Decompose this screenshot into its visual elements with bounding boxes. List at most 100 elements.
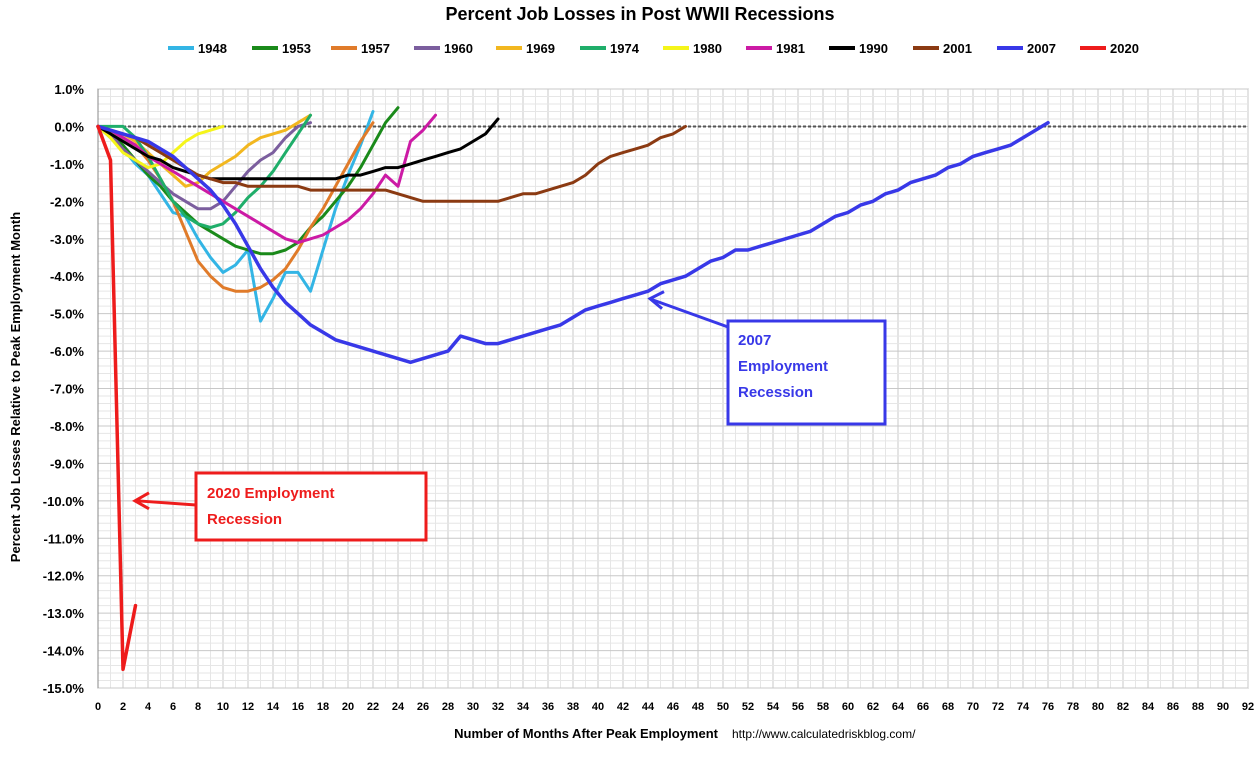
x-tick-label: 54 [767,701,780,713]
x-axis-ticks: 0 2 4 6 8 10 12 14 16 18 20 22 24 26 28 30 32 34 36 38 40 42 4… [95,701,1254,713]
annotation-arrow-2020 [136,499,197,507]
x-tick-label: 4 [145,701,152,713]
y-tick-label: -12.0% [43,569,85,584]
x-tick-label: 8 [195,701,201,713]
x-tick-label: 62 [867,701,879,713]
annotation-text-2007: Employment [738,358,828,375]
x-tick-label: 92 [1242,701,1254,713]
series-line-1990 [96,117,500,181]
y-tick-label: -11.0% [44,531,85,546]
y-tick-label: 1.0% [54,82,84,97]
x-tick-label: 74 [1017,701,1030,713]
y-tick-label: -5.0% [50,307,84,322]
legend-label-1969: 1969 [526,41,555,56]
legend-label-1980: 1980 [693,41,722,56]
x-tick-label: 6 [170,701,176,713]
x-tick-label: 52 [742,701,754,713]
series-lines [96,106,1050,672]
y-tick-label: -9.0% [50,456,84,471]
annotation-arrowhead-2020 [131,491,150,511]
x-tick-label: 42 [617,701,629,713]
legend-label-1948: 1948 [198,41,227,56]
x-tick-label: 2 [120,701,126,713]
y-tick-label: -4.0% [50,269,84,284]
x-tick-label: 18 [317,701,329,713]
chart-title: Percent Job Losses in Post WWII Recessio… [445,4,834,24]
x-tick-label: 34 [517,701,530,713]
x-tick-label: 82 [1117,701,1129,713]
series-line-2001 [96,124,687,203]
legend-label-1960: 1960 [444,41,473,56]
y-axis-title: Percent Job Losses Relative to Peak Empl… [8,212,23,562]
x-tick-label: 12 [242,701,254,713]
legend-label-2001: 2001 [943,41,972,56]
x-tick-label: 48 [692,701,704,713]
legend-label-1981: 1981 [776,41,805,56]
legend-label-2007: 2007 [1027,41,1056,56]
annotation-text-2020: Recession [207,511,282,528]
x-tick-label: 28 [442,701,454,713]
x-axis-title: Number of Months After Peak Employment [454,726,719,741]
x-tick-label: 66 [917,701,929,713]
x-tick-label: 50 [717,701,729,713]
legend-label-1953: 1953 [282,41,311,56]
x-tick-label: 70 [967,701,979,713]
x-tick-label: 16 [292,701,304,713]
y-tick-label: -14.0% [43,644,85,659]
annotation-arrow-2007 [651,298,729,329]
x-tick-label: 36 [542,701,554,713]
x-tick-label: 86 [1167,701,1179,713]
x-tick-label: 10 [217,701,229,713]
x-tick-label: 24 [392,701,405,713]
x-tick-label: 80 [1092,701,1104,713]
annotation-text-2007: 2007 [738,332,771,349]
x-tick-label: 20 [342,701,354,713]
legend-label-1974: 1974 [610,41,640,56]
x-tick-label: 68 [942,701,954,713]
annotation-arrowhead-2007 [647,290,665,310]
x-tick-label: 64 [892,701,905,713]
y-tick-label: -10.0% [43,494,85,509]
x-tick-label: 84 [1142,701,1155,713]
x-tick-label: 38 [567,701,579,713]
annotations: 2007 Employment Recession 2020 Employment Re… [131,290,887,542]
y-tick-label: -1.0% [50,157,84,172]
x-tick-label: 88 [1192,701,1204,713]
x-tick-label: 58 [817,701,829,713]
x-tick-label: 30 [467,701,479,713]
x-tick-label: 14 [267,701,280,713]
series-line-1981 [96,113,437,244]
annotation-box-2007 [726,319,887,426]
grid [97,88,1249,689]
x-tick-label: 0 [95,701,101,713]
y-tick-label: -13.0% [43,606,85,621]
series-line-2007 [96,120,1050,365]
x-tick-label: 90 [1217,701,1229,713]
annotation-text-2007: Recession [738,384,813,401]
y-tick-label: -15.0% [43,681,85,696]
legend-label-1957: 1957 [361,41,390,56]
series-line-2020 [96,124,138,672]
x-tick-label: 46 [667,701,679,713]
x-tick-label: 60 [842,701,854,713]
legend: 1948 1953 1957 1960 1969 1974 1980 1981 1990 2001… [168,41,1139,56]
source-text: http://www.calculatedriskblog.com/ [732,727,916,741]
x-tick-label: 76 [1042,701,1054,713]
x-tick-label: 32 [492,701,504,713]
x-tick-label: 22 [367,701,379,713]
y-tick-label: -2.0% [50,194,84,209]
x-tick-label: 72 [992,701,1004,713]
annotation-box-2020 [194,471,428,542]
series-line-1953 [96,106,400,256]
x-tick-label: 40 [592,701,604,713]
x-tick-label: 56 [792,701,804,713]
x-tick-label: 26 [417,701,429,713]
x-tick-label: 78 [1067,701,1079,713]
legend-label-1990: 1990 [859,41,888,56]
y-tick-label: -8.0% [50,419,84,434]
y-tick-label: -6.0% [50,344,84,359]
annotation-text-2020: 2020 Employment [207,485,335,502]
x-tick-label: 44 [642,701,655,713]
